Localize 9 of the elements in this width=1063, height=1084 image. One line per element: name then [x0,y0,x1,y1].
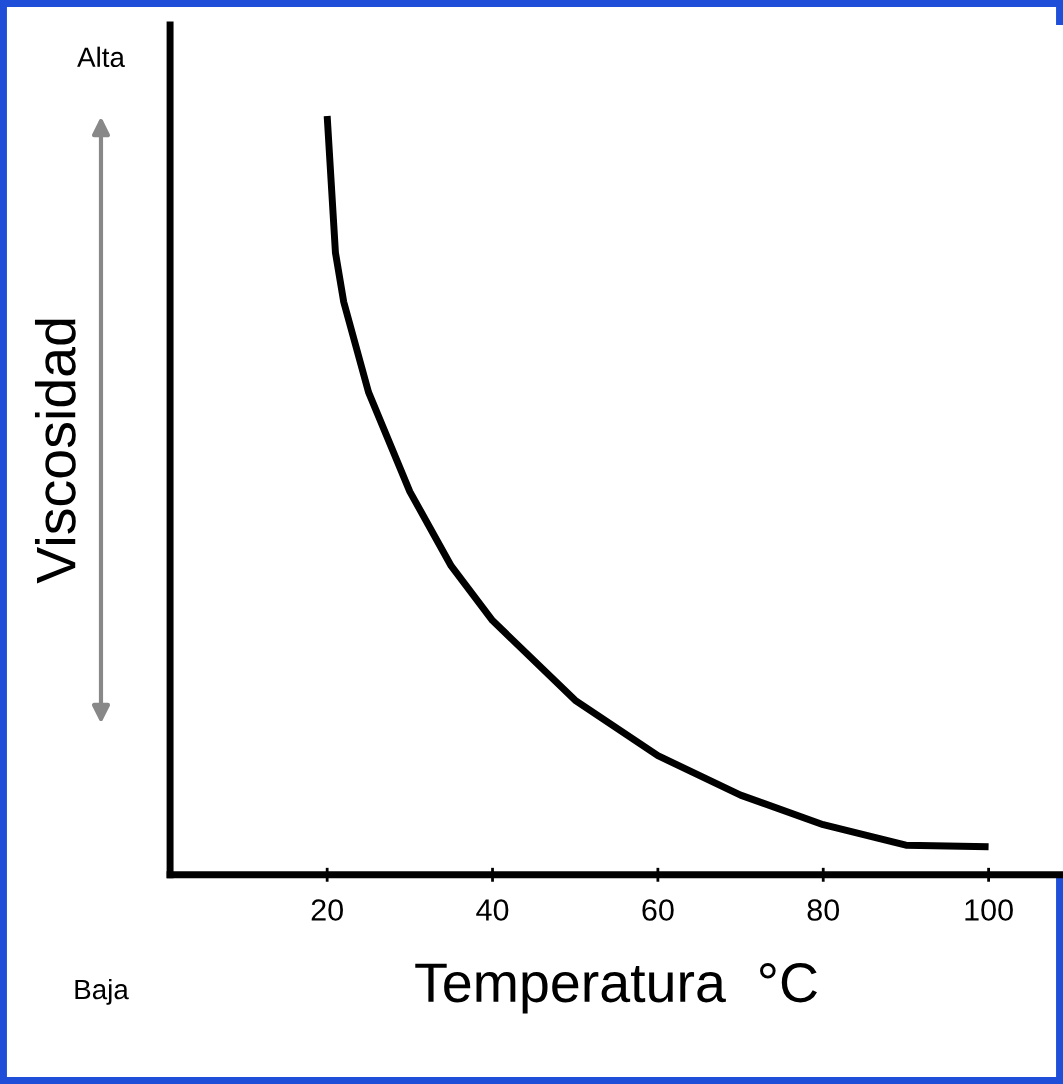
text: Baja [75,978,129,1005]
x-axis-title: Temperatura °C [415,963,817,1014]
x-tick-label: 60 [642,899,674,921]
x-tick-label: 20 [311,899,343,921]
x-tick-label: 40 [476,899,509,921]
x-tick-label: 80 [807,899,840,921]
text: Alta [77,46,125,68]
x-tick-label: 100 [965,899,1013,921]
y-axis-title: Viscosidad [34,319,76,584]
